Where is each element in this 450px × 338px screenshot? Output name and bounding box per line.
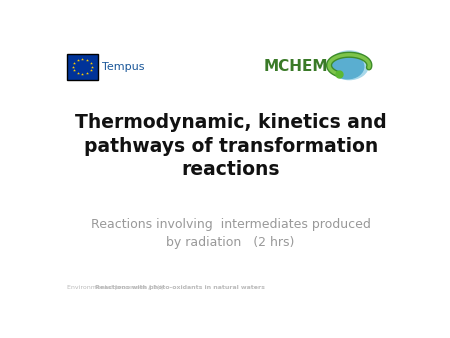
Circle shape xyxy=(331,54,364,79)
Text: Thermodynamic, kinetics and
pathways of transformation
reactions: Thermodynamic, kinetics and pathways of … xyxy=(75,114,387,179)
Text: Reactions involving  intermediates produced
by radiation   (2 hrs): Reactions involving intermediates produc… xyxy=(91,218,370,248)
Text: / 5(i): / 5(i) xyxy=(147,285,163,290)
Circle shape xyxy=(330,51,369,79)
Text: Environmental processes /: Environmental processes / xyxy=(67,285,152,290)
Text: Tempus: Tempus xyxy=(102,62,145,72)
Text: Reactions with photo-oxidants in natural waters: Reactions with photo-oxidants in natural… xyxy=(95,285,265,290)
Text: MCHEM: MCHEM xyxy=(264,59,328,74)
FancyBboxPatch shape xyxy=(67,54,98,80)
